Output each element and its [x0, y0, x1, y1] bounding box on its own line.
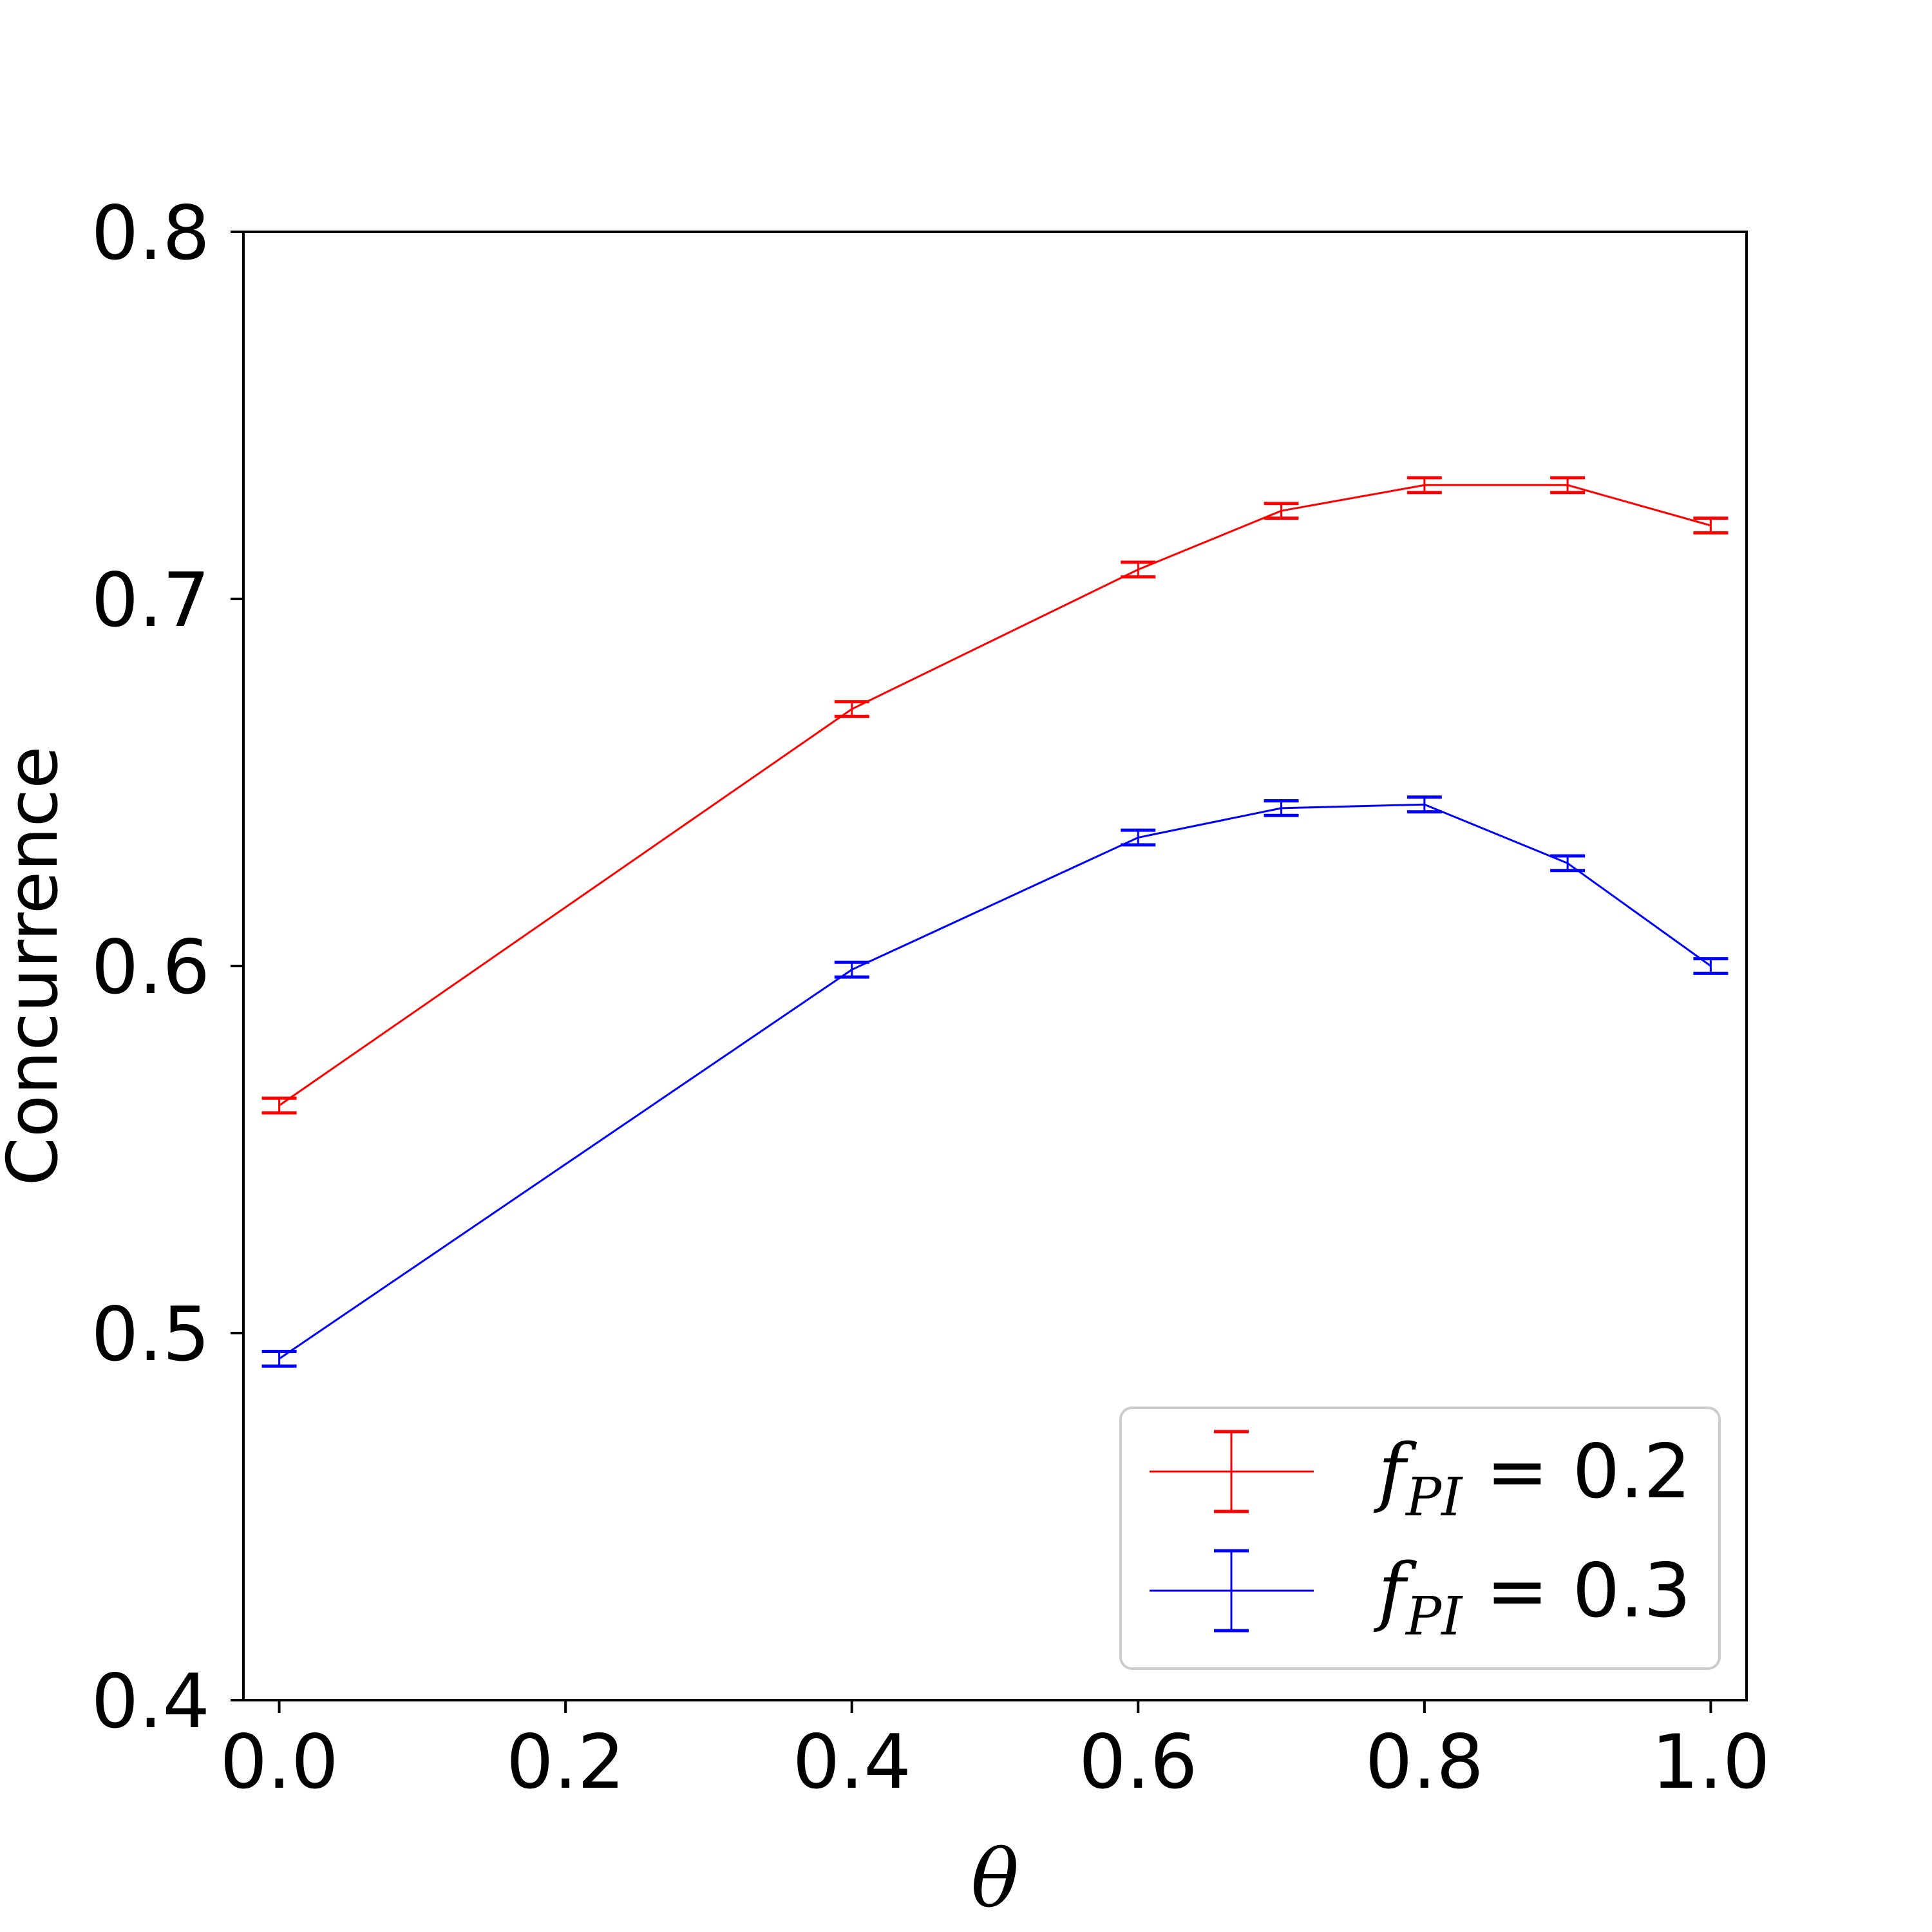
x-tick-label: 0.2 — [506, 1719, 625, 1806]
y-tick-label: 0.5 — [91, 1291, 210, 1378]
error-bar — [1121, 560, 1156, 579]
x-tick-label: 0.0 — [220, 1719, 338, 1806]
x-axis-title: θ — [971, 1833, 1019, 1926]
legend-box — [1119, 1406, 1721, 1670]
error-bar — [261, 1350, 297, 1368]
y-tick-label: 0.4 — [91, 1658, 210, 1745]
x-tick-label: 0.8 — [1365, 1719, 1484, 1806]
error-bar — [834, 700, 869, 718]
series-1 — [261, 795, 1728, 1368]
error-bar — [261, 1096, 297, 1115]
ticks-layer: 0.0 0.2 0.4 0.6 0.8 1.0 0.4 0.5 0.6 0.7 0.8 — [91, 190, 1770, 1806]
y-tick-label: 0.8 — [91, 190, 210, 277]
legend-label: fPI = 0.2 — [1373, 1428, 1691, 1528]
error-bar — [1550, 854, 1586, 873]
series-layer — [261, 476, 1728, 1368]
series-line — [278, 803, 1712, 1360]
error-bar — [1264, 502, 1299, 520]
x-tick-label: 1.0 — [1651, 1719, 1770, 1806]
error-bar — [834, 960, 869, 979]
error-bar — [1406, 795, 1442, 814]
error-bar — [1550, 476, 1586, 495]
legend-handle — [1150, 1430, 1314, 1513]
x-tick-label: 0.4 — [792, 1719, 911, 1806]
error-bar — [1264, 799, 1299, 817]
y-axis-title: Concurrence — [0, 746, 73, 1186]
x-tick-label: 0.6 — [1079, 1719, 1197, 1806]
y-tick-label: 0.7 — [91, 557, 210, 644]
error-bar — [1121, 828, 1156, 847]
series-0 — [261, 476, 1728, 1115]
error-bar — [1406, 476, 1442, 495]
error-bar — [1693, 516, 1728, 535]
y-tick-label: 0.6 — [91, 924, 210, 1011]
legend-handle — [1150, 1549, 1314, 1633]
series-line — [278, 484, 1711, 1106]
error-bar — [1693, 957, 1728, 975]
